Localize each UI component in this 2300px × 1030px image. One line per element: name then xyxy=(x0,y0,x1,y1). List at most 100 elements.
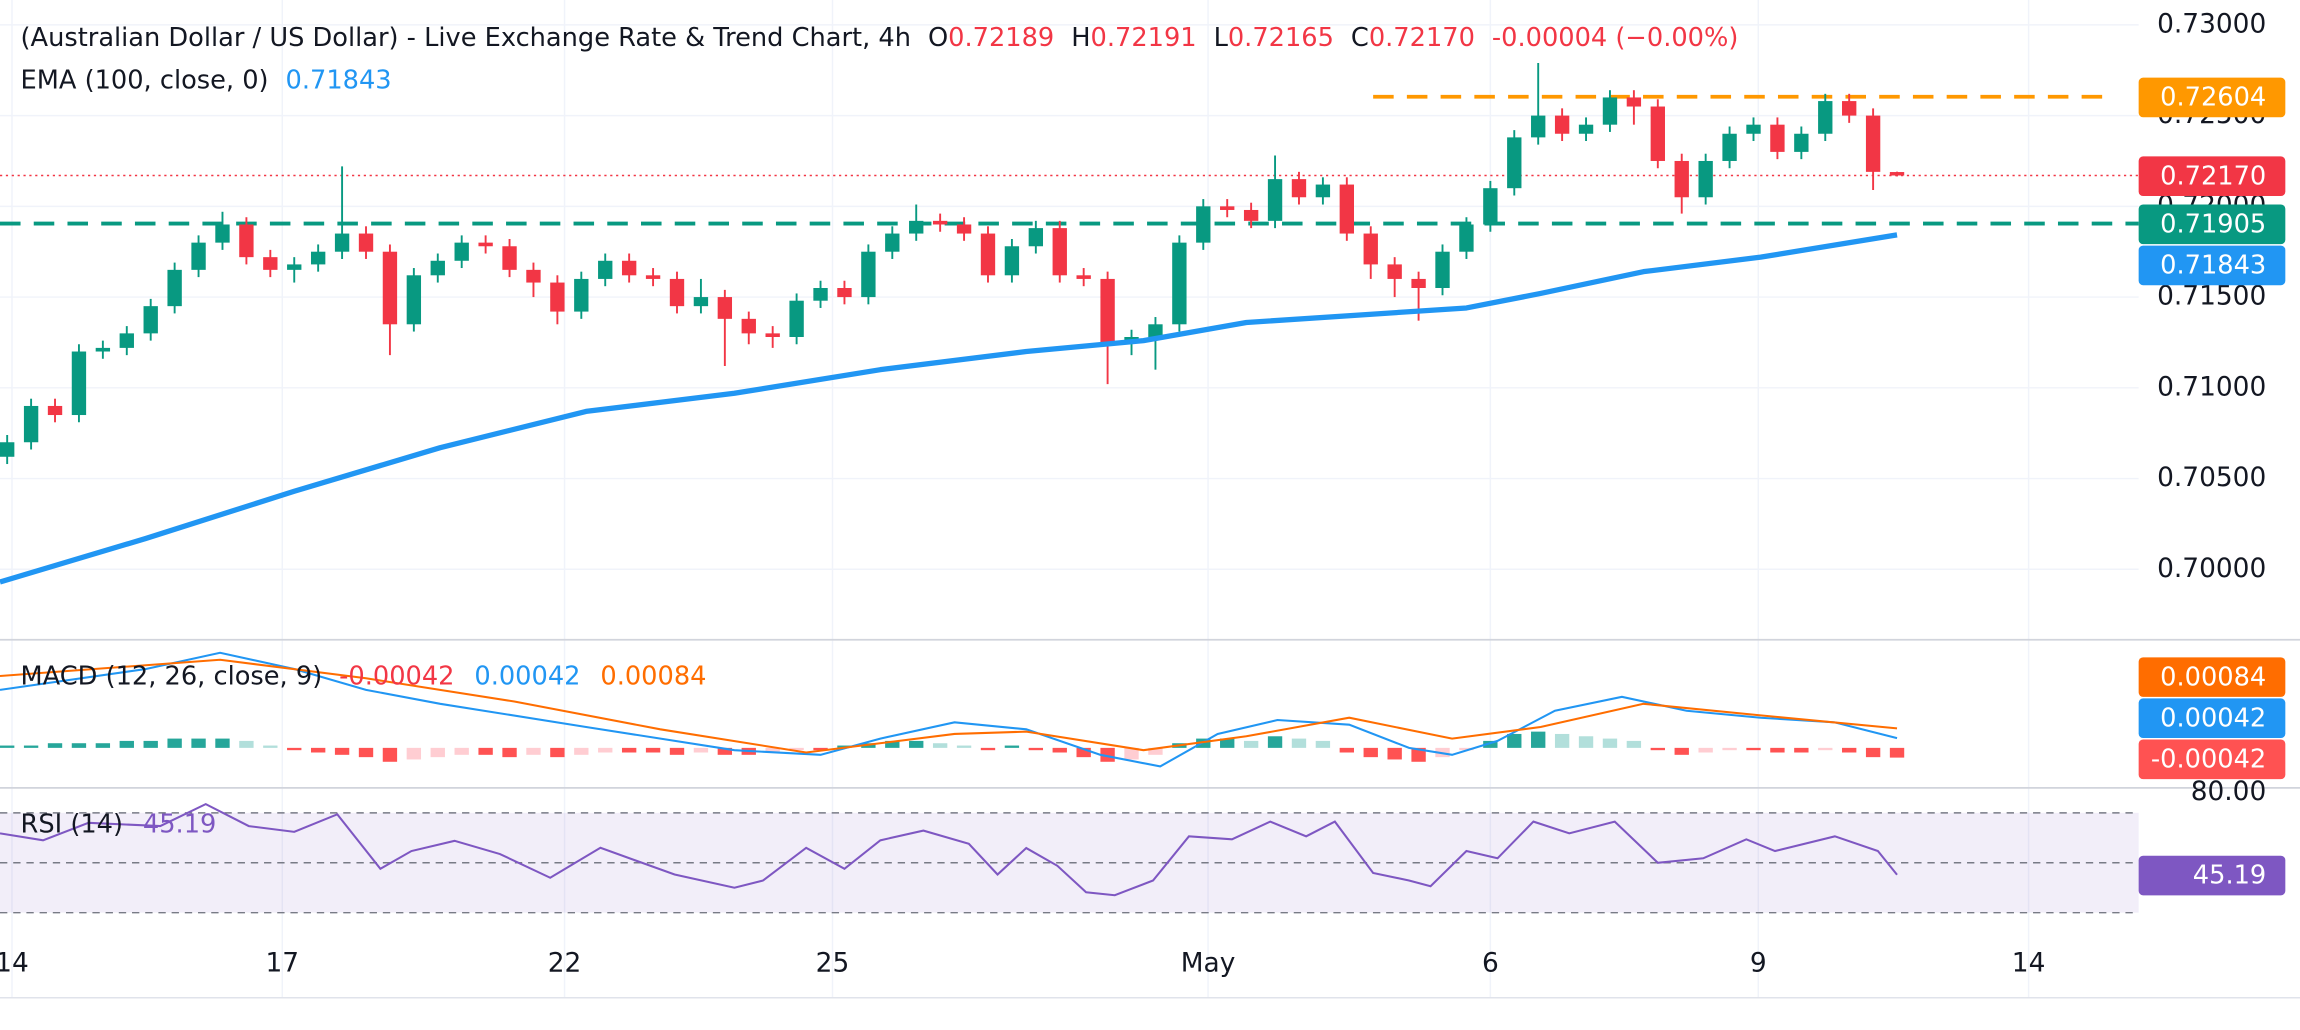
candle-body xyxy=(1626,97,1642,107)
candle-body xyxy=(1172,242,1187,325)
candle-body xyxy=(1148,324,1163,337)
candle-body xyxy=(837,288,852,298)
macd-line xyxy=(0,651,1898,768)
macd-histogram-bar xyxy=(1483,740,1498,748)
ohlc-key: C xyxy=(1351,23,1369,53)
candle-body xyxy=(1674,160,1689,198)
macd-histogram-bar xyxy=(167,738,182,748)
chart-title: (Australian Dollar / US Dollar) - Live E… xyxy=(21,23,911,53)
macd-histogram-bar xyxy=(1626,740,1642,748)
level-box xyxy=(2138,77,2286,118)
candle-body xyxy=(1531,115,1546,138)
macd-histogram-bar xyxy=(1004,745,1020,748)
candle-body xyxy=(932,220,948,225)
macd-histogram-bar xyxy=(1674,747,1689,755)
macd-histogram-bar xyxy=(1842,747,1857,753)
rsi-legend: RSI (14) 45.19 xyxy=(21,809,217,839)
candle-body xyxy=(0,442,15,457)
macd-histogram-bar xyxy=(1746,747,1761,751)
candle-body xyxy=(765,333,780,337)
candle-body xyxy=(1818,101,1833,134)
x-tick-label: 9 xyxy=(1750,947,1767,978)
ohlc-key: H xyxy=(1071,23,1090,53)
macd-histogram-bar xyxy=(95,743,111,748)
macd-legend: MACD (12, 26, close, 9) -0.00042 0.00042… xyxy=(21,661,707,691)
macd-histogram-bar xyxy=(693,747,709,753)
candle-body xyxy=(1507,137,1522,189)
macd-box xyxy=(2138,698,2286,739)
macd-histogram-bar xyxy=(1243,740,1259,748)
macd-histogram-bar xyxy=(239,740,254,748)
macd-histogram-bar xyxy=(263,745,278,748)
macd-histogram-bar xyxy=(478,747,493,755)
macd-histogram-bar xyxy=(717,747,733,755)
candle-body xyxy=(478,242,493,247)
ema-legend: EMA (100, close, 0) 0.71843 xyxy=(21,65,392,95)
macd-histogram-bar xyxy=(645,747,661,753)
candle-body xyxy=(813,288,828,301)
ohlc-value: 0.72189 xyxy=(948,23,1054,53)
candle-body xyxy=(502,246,517,270)
macd-histogram-bar xyxy=(502,747,517,758)
candle-body xyxy=(1650,106,1665,161)
level-label: 0.72604 xyxy=(2160,83,2266,113)
candle-body xyxy=(1196,206,1211,243)
macd-hist-value: -0.00042 xyxy=(339,661,454,691)
candle-body xyxy=(382,251,398,325)
candle-body xyxy=(1578,124,1594,134)
candle-body xyxy=(310,251,326,265)
ema-value: 0.71843 xyxy=(286,65,392,95)
macd-histogram-bar xyxy=(1459,747,1474,751)
macd-histogram-bar xyxy=(621,747,637,753)
macd-histogram-bar xyxy=(1554,733,1570,748)
rsi-line xyxy=(0,802,1898,897)
macd-label: 0.00042 xyxy=(2160,703,2266,733)
candle-body xyxy=(1602,97,1618,125)
rsi-tick-label: 80.00 xyxy=(2191,776,2267,807)
x-tick-label: May xyxy=(1181,947,1236,978)
macd-histogram-bar xyxy=(1363,747,1378,758)
macd-histogram-bar xyxy=(1770,747,1785,753)
candle-body xyxy=(1243,209,1259,221)
macd-histogram-bar xyxy=(669,747,685,755)
header: (Australian Dollar / US Dollar) - Live E… xyxy=(21,23,1739,53)
level-box xyxy=(2138,204,2286,245)
candle-body xyxy=(621,260,637,276)
macd-histogram-bar xyxy=(885,740,900,748)
rsi-name: RSI (14) xyxy=(21,809,123,839)
candle-body xyxy=(47,405,63,416)
macd-histogram-bar xyxy=(526,747,541,755)
candle-body xyxy=(717,297,733,319)
candle-body xyxy=(1052,228,1067,276)
x-tick-label: 17 xyxy=(265,947,299,978)
candle-body xyxy=(1339,184,1354,234)
grid xyxy=(0,0,2139,998)
macd-histogram-bar xyxy=(143,740,158,748)
candle-body xyxy=(1459,224,1474,252)
signal-value: 0.00084 xyxy=(600,661,706,691)
macd-histogram-bar xyxy=(1889,747,1905,758)
macd-hist-box xyxy=(2138,739,2286,780)
macd-histogram-bar xyxy=(1507,733,1522,748)
candle-body xyxy=(334,233,350,252)
ema-label: 0.71843 xyxy=(2160,251,2266,281)
macd-histogram-bar xyxy=(1315,740,1331,748)
macd-histogram-bar xyxy=(956,745,972,748)
candle-body xyxy=(789,300,804,337)
x-tick-label: 22 xyxy=(548,947,582,978)
signal-label: 0.00084 xyxy=(2160,662,2266,692)
candle-body xyxy=(956,224,972,234)
macd-histogram-bar xyxy=(1531,731,1546,748)
candle-body xyxy=(1794,133,1809,152)
last-price-box xyxy=(2138,156,2286,197)
ohlc-value: 0.72165 xyxy=(1228,23,1334,53)
macd-histogram-bar xyxy=(1387,747,1402,760)
macd-histogram-bar xyxy=(310,747,326,753)
macd-histogram-bar xyxy=(1411,747,1426,762)
candle-body xyxy=(143,306,158,334)
candle-body xyxy=(1746,124,1761,134)
candle-body xyxy=(1315,184,1331,198)
macd-histogram-bar xyxy=(932,743,948,748)
